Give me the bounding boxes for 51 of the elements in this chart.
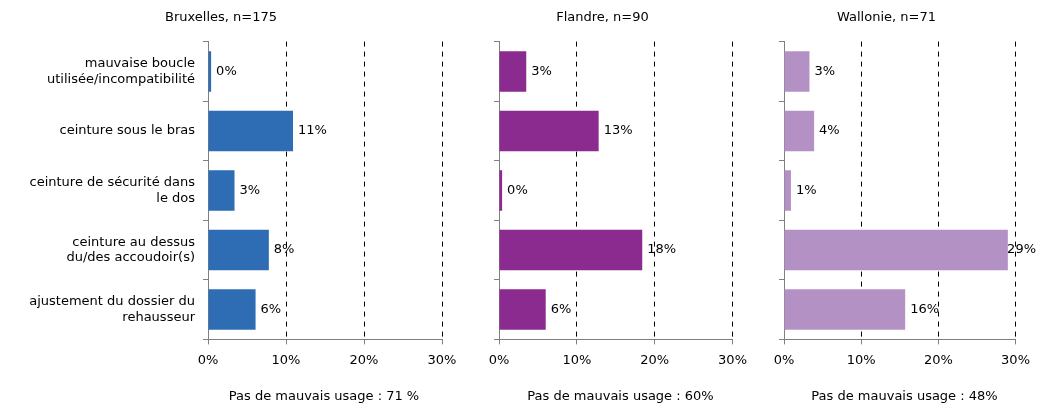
bar (784, 110, 815, 152)
y-tick-label: ceinture au dessus du/des accoudoir(s) (66, 233, 196, 265)
text: Pas de mauvais usage : 60% (527, 388, 714, 403)
x-tick-label: 30% (718, 351, 748, 367)
y-tick-label: ceinture sous le bras (59, 122, 196, 138)
data-label: 18% (647, 241, 677, 257)
x-tick-label: 10% (562, 351, 592, 367)
bar (784, 289, 906, 330)
data-label: 8% (273, 241, 295, 257)
data-label: 6% (550, 300, 572, 316)
x-tick-label: 20% (640, 351, 670, 367)
bar (499, 289, 546, 330)
y-tick-label: mauvaise boucle utilisée/incompatibilité (46, 54, 195, 86)
x-tick-label: 0% (488, 351, 510, 367)
bar (499, 51, 527, 92)
data-label: 13% (603, 122, 633, 138)
data-label: 3% (531, 62, 552, 78)
x-tick-label: 20% (349, 351, 379, 367)
chart-title: Bruxelles, n=175 (165, 9, 277, 25)
x-tick-label: 0% (197, 351, 219, 367)
bar (208, 170, 235, 211)
x-tick-label: 10% (846, 351, 876, 367)
bar (499, 229, 643, 271)
data-label: 4% (819, 122, 840, 138)
bar (784, 229, 1008, 271)
x-tick-label: 30% (427, 351, 457, 367)
data-label: 3% (814, 62, 836, 78)
data-label: 16% (910, 300, 940, 316)
x-tick-label: 10% (271, 351, 301, 367)
y-tick-label: ceinture de sécurité dans le dos (29, 174, 196, 205)
text: Pas de mauvais usage : 48% (811, 388, 998, 403)
chart-title: Wallonie, n=71 (837, 9, 936, 25)
data-label: 29% (1007, 241, 1037, 257)
bar (784, 51, 810, 92)
data-label: 6% (260, 300, 282, 316)
bar (208, 289, 256, 330)
x-tick-label: 0% (773, 351, 795, 367)
data-label: 3% (239, 181, 261, 197)
data-label: 0% (216, 62, 237, 78)
chart-title: Flandre, n=90 (556, 9, 649, 25)
bar (784, 170, 791, 211)
bar (208, 229, 269, 271)
data-label: 1% (795, 181, 817, 197)
y-tick-label: ajustement du dossier du rehausseur (29, 293, 196, 324)
text: Pas de mauvais usage : 71 % (228, 388, 420, 403)
data-label: 11% (298, 122, 327, 138)
data-label: 0% (507, 181, 528, 197)
bar (208, 110, 294, 152)
bar (499, 110, 599, 152)
x-tick-label: 20% (923, 351, 953, 367)
x-tick-label: 30% (1001, 351, 1031, 367)
